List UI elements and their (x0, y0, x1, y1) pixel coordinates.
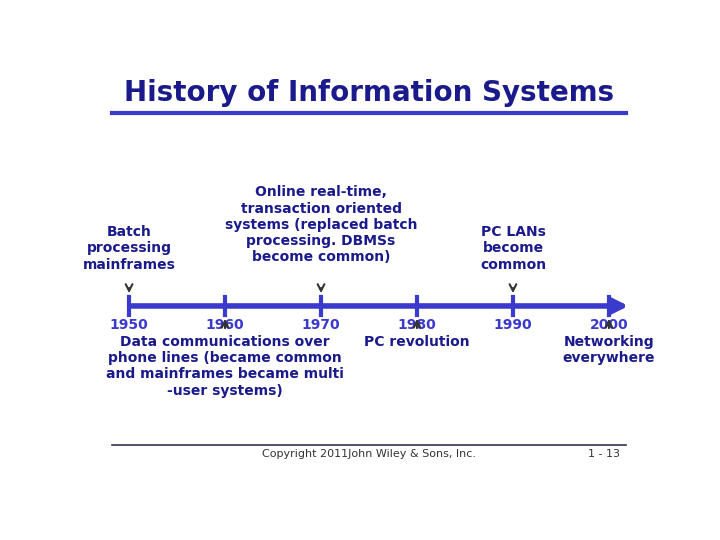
Text: 2000: 2000 (590, 319, 629, 333)
Text: 1950: 1950 (109, 319, 148, 333)
Text: 1 - 13: 1 - 13 (588, 449, 620, 460)
Text: 1960: 1960 (206, 319, 244, 333)
Text: 1970: 1970 (302, 319, 341, 333)
Text: Online real-time,
transaction oriented
systems (replaced batch
processing. DBMSs: Online real-time, transaction oriented s… (225, 185, 418, 264)
Text: Copyright 2011John Wiley & Sons, Inc.: Copyright 2011John Wiley & Sons, Inc. (262, 449, 476, 460)
Text: 1990: 1990 (494, 319, 532, 333)
Text: PC revolution: PC revolution (364, 335, 470, 349)
Text: History of Information Systems: History of Information Systems (124, 79, 614, 107)
Text: PC LANs
become
common: PC LANs become common (480, 225, 546, 272)
Text: Data communications over
phone lines (became common
and mainframes became multi
: Data communications over phone lines (be… (106, 335, 344, 397)
Text: Networking
everywhere: Networking everywhere (563, 335, 655, 365)
Text: 1980: 1980 (397, 319, 436, 333)
Text: Batch
processing
mainframes: Batch processing mainframes (83, 225, 176, 272)
